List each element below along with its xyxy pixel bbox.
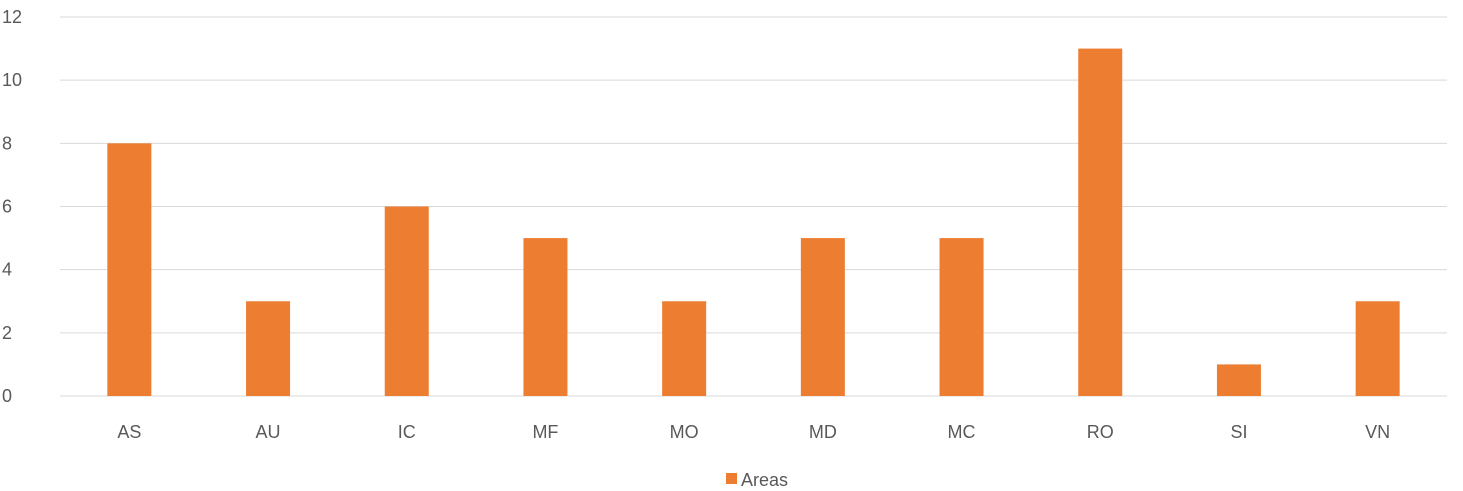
x-tick-label-vn: VN xyxy=(1365,422,1390,442)
bar-md xyxy=(800,238,845,396)
y-tick-label: 10 xyxy=(2,70,22,90)
x-tick-label-md: MD xyxy=(809,422,837,442)
bar-mo xyxy=(662,301,707,396)
x-tick-label-mf: MF xyxy=(532,422,558,442)
y-tick-label: 2 xyxy=(2,323,12,343)
x-tick-label-si: SI xyxy=(1230,422,1247,442)
x-tick-label-au: AU xyxy=(256,422,281,442)
bar-ic xyxy=(384,206,429,396)
bar-si xyxy=(1216,364,1261,396)
x-tick-label-ro: RO xyxy=(1087,422,1114,442)
bars xyxy=(107,48,1400,396)
bar-au xyxy=(246,301,291,396)
x-tick-label-mo: MO xyxy=(670,422,699,442)
y-axis-ticks: 0 2 4 6 8 10 12 xyxy=(2,7,22,406)
legend-swatch-areas xyxy=(726,473,737,484)
bar-mc xyxy=(939,238,984,396)
x-axis-ticks: AS AU IC MF MO MD MC RO SI VN xyxy=(117,422,1390,442)
y-tick-label: 12 xyxy=(2,7,22,27)
y-tick-label: 4 xyxy=(2,260,12,280)
bar-vn xyxy=(1355,301,1400,396)
legend-label-areas: Areas xyxy=(741,470,788,490)
y-tick-label: 8 xyxy=(2,133,12,153)
x-tick-label-as: AS xyxy=(117,422,141,442)
y-tick-label: 0 xyxy=(2,386,12,406)
gridlines xyxy=(60,16,1447,397)
x-tick-label-ic: IC xyxy=(398,422,416,442)
bar-mf xyxy=(523,238,568,396)
x-tick-label-mc: MC xyxy=(948,422,976,442)
legend: Areas xyxy=(726,470,788,490)
bar-ro xyxy=(1078,48,1123,396)
bar-as xyxy=(107,143,152,396)
y-tick-label: 6 xyxy=(2,197,12,217)
